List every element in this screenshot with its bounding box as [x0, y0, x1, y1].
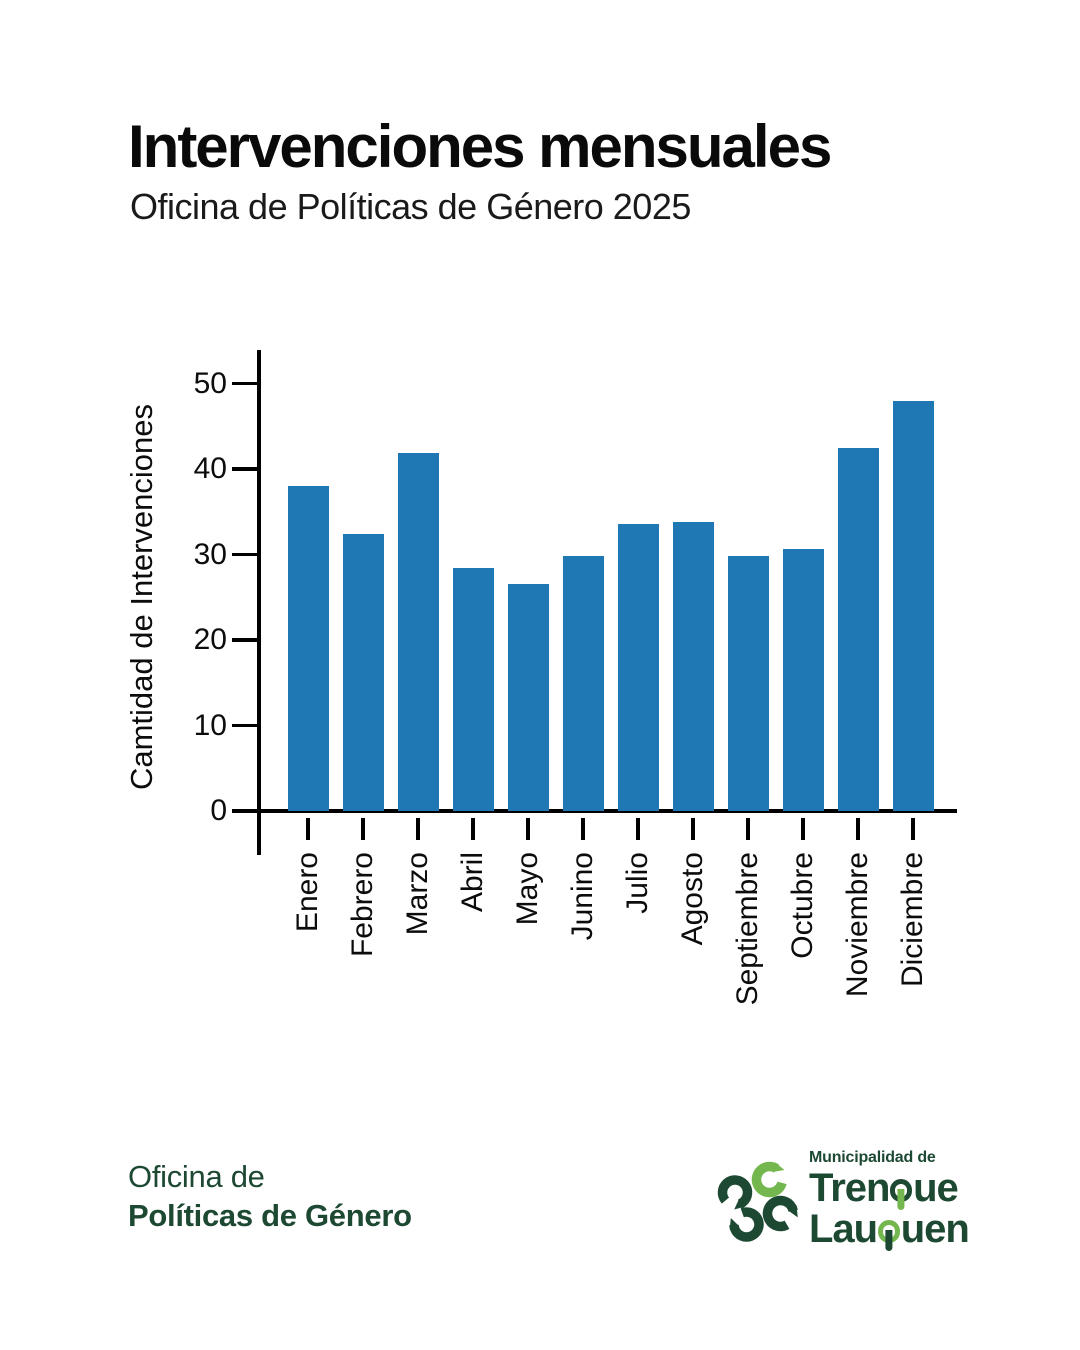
x-tick [416, 818, 420, 840]
logo-city-line2: Lau uen [809, 1207, 970, 1251]
x-tick [801, 818, 805, 840]
bar-junino [562, 556, 604, 811]
bar-marzo [397, 452, 439, 811]
x-tick-label-mayo: Mayo [511, 852, 544, 926]
x-tick-label-septiembre: Septiembre [731, 852, 764, 1006]
x-tick-label-diciembre: Diciembre [896, 852, 929, 988]
x-tick [856, 818, 860, 840]
y-tick-label: 50 [193, 366, 227, 400]
bar-julio [617, 523, 659, 811]
x-axis-line [255, 809, 957, 813]
y-axis-line [257, 350, 261, 855]
x-tick-label-junino: Junino [566, 852, 599, 941]
x-tick [746, 818, 750, 840]
x-tick [691, 818, 695, 840]
page-subtitle: Oficina de Políticas de Género 2025 [130, 186, 691, 227]
bar-diciembre [892, 400, 934, 811]
x-tick-label-marzo: Marzo [401, 852, 434, 936]
x-tick [361, 818, 365, 840]
x-tick-label-julio: Julio [621, 852, 654, 914]
x-tick [471, 818, 475, 840]
footer-office-block: Oficina de Políticas de Género [128, 1158, 412, 1236]
page-title: Intervenciones mensuales [128, 113, 832, 180]
y-tick-label: 20 [193, 623, 227, 656]
bar-agosto [672, 522, 714, 811]
bar-noviembre [837, 447, 879, 811]
bar-febrero [342, 533, 384, 811]
y-tick [232, 638, 258, 642]
stylized-q-icon [877, 1220, 901, 1243]
municipality-logo: Municipalidad de Tren ue Lau uen [701, 1146, 981, 1266]
x-tick-label-abril: Abril [456, 852, 489, 913]
x-tick [306, 818, 310, 840]
footer-office-line1: Oficina de [128, 1159, 265, 1194]
logo-text-block: Municipalidad de Tren ue Lau uen [809, 1148, 970, 1251]
bar-octubre [782, 548, 824, 811]
bar-septiembre [727, 556, 769, 811]
y-tick [232, 381, 258, 386]
x-tick-label-febrero: Febrero [346, 852, 379, 958]
footer-office-line2: Políticas de Género [128, 1198, 412, 1233]
x-tick-label-enero: Enero [291, 852, 324, 933]
y-tick [232, 467, 258, 471]
y-tick-label: 0 [210, 794, 227, 827]
x-tick-label-agosto: Agosto [676, 852, 709, 946]
x-tick-label-octubre: Octubre [786, 852, 819, 959]
y-tick [232, 809, 258, 813]
stylized-q-icon [890, 1179, 913, 1202]
x-tick [911, 818, 915, 840]
y-tick-label: 10 [193, 708, 227, 742]
circular-arrows-icon [717, 1161, 799, 1242]
bar-enero [287, 486, 329, 811]
y-tick [232, 552, 258, 557]
x-tick [636, 818, 640, 840]
bar-abril [452, 568, 494, 811]
x-tick [526, 818, 530, 840]
y-tick [232, 723, 258, 728]
bar-mayo [507, 583, 549, 811]
x-tick-label-noviembre: Noviembre [841, 852, 874, 998]
y-axis-label: Camtidad de Intervenciones [124, 404, 159, 791]
logo-city-line1: Tren ue [809, 1166, 959, 1210]
y-tick-label: 40 [193, 452, 227, 485]
logo-municipality-label: Municipalidad de [809, 1149, 936, 1166]
y-tick-label: 30 [193, 537, 227, 571]
x-tick [581, 818, 585, 840]
